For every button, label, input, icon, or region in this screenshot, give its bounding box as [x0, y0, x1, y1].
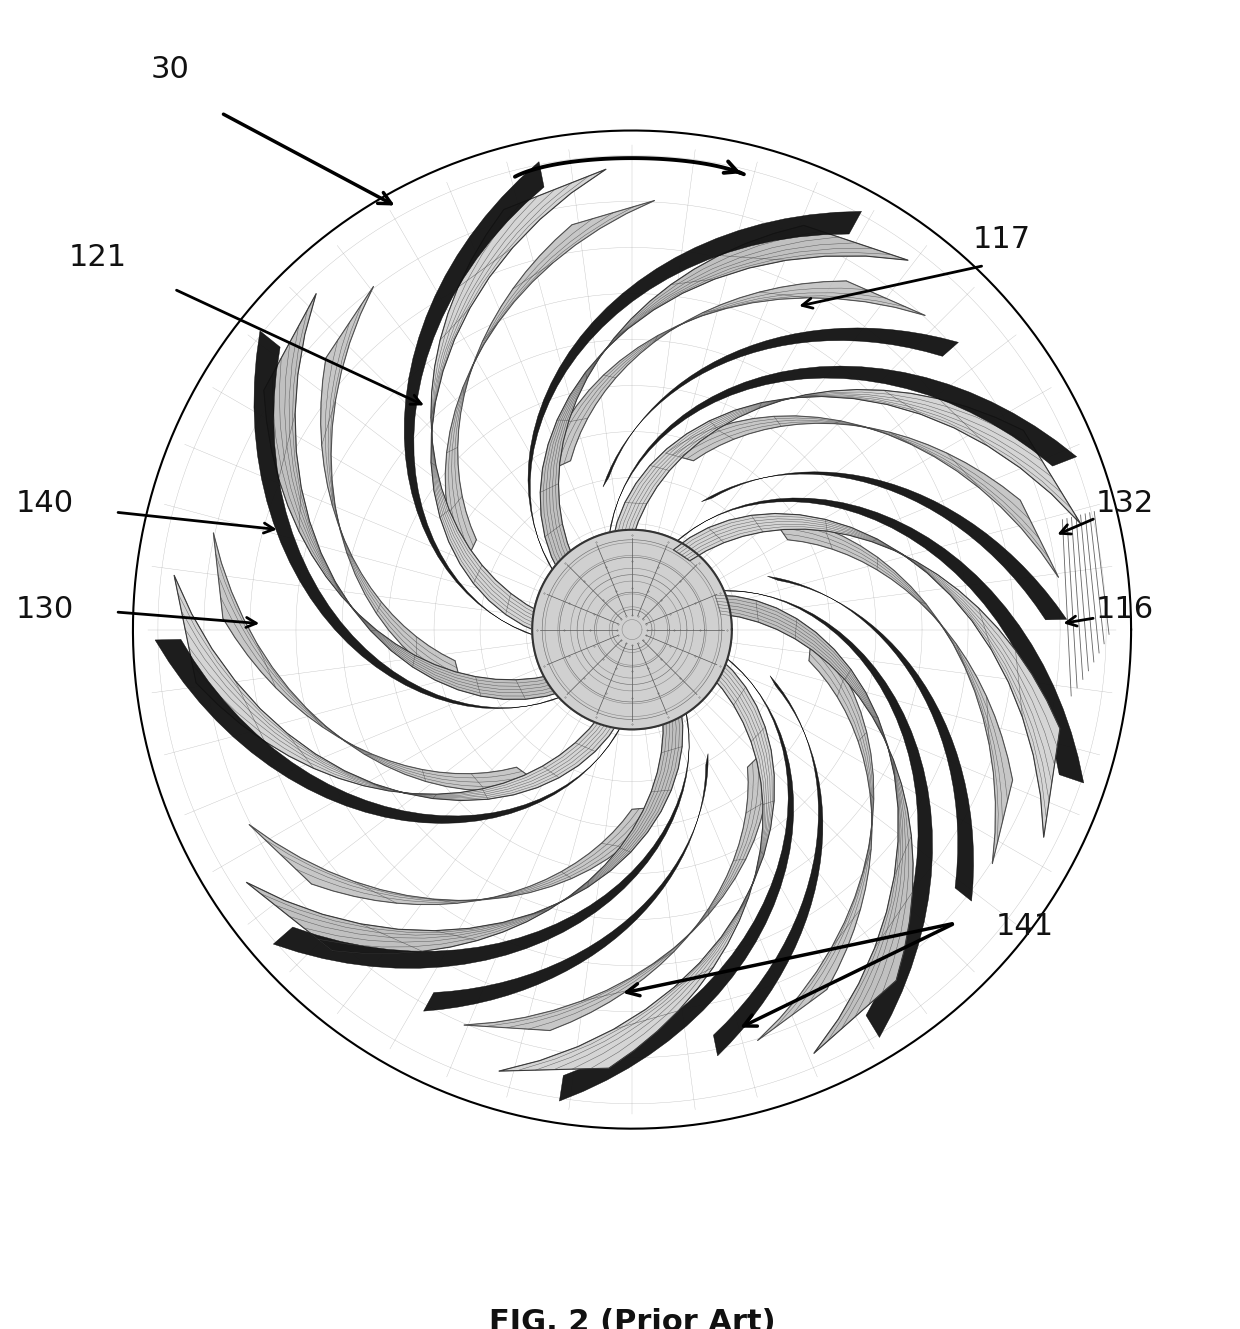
Text: 130: 130 [16, 595, 73, 623]
Polygon shape [174, 575, 620, 800]
Text: 121: 121 [68, 243, 126, 271]
Polygon shape [715, 595, 913, 1054]
Text: 141: 141 [996, 912, 1054, 941]
Polygon shape [424, 754, 708, 1011]
Polygon shape [404, 162, 544, 637]
Polygon shape [673, 513, 1060, 837]
Polygon shape [528, 211, 862, 574]
Text: 30: 30 [150, 54, 190, 84]
Text: FIG. 2 (Prior Art): FIG. 2 (Prior Art) [489, 1308, 775, 1329]
Polygon shape [603, 328, 959, 486]
Polygon shape [609, 365, 1076, 538]
Polygon shape [532, 530, 732, 730]
Text: 140: 140 [16, 489, 73, 518]
Polygon shape [666, 416, 1059, 577]
Polygon shape [758, 633, 874, 1041]
Polygon shape [702, 472, 1066, 619]
Polygon shape [264, 294, 565, 699]
Polygon shape [559, 655, 794, 1102]
Polygon shape [273, 708, 689, 969]
Polygon shape [613, 389, 1081, 542]
Polygon shape [321, 286, 463, 688]
Polygon shape [155, 639, 622, 824]
Polygon shape [718, 590, 932, 1038]
Text: 117: 117 [972, 225, 1030, 254]
Polygon shape [771, 516, 1013, 864]
Polygon shape [673, 498, 1084, 783]
Polygon shape [254, 331, 564, 708]
Polygon shape [464, 747, 769, 1030]
Polygon shape [445, 201, 655, 566]
Polygon shape [247, 706, 683, 953]
Polygon shape [498, 657, 774, 1071]
Polygon shape [432, 169, 606, 634]
Text: 132: 132 [1096, 489, 1154, 518]
Polygon shape [713, 675, 823, 1055]
Polygon shape [544, 280, 925, 473]
Polygon shape [249, 807, 661, 905]
Polygon shape [541, 226, 908, 575]
Text: 116: 116 [1096, 595, 1154, 623]
Polygon shape [213, 533, 539, 791]
Polygon shape [768, 577, 973, 901]
